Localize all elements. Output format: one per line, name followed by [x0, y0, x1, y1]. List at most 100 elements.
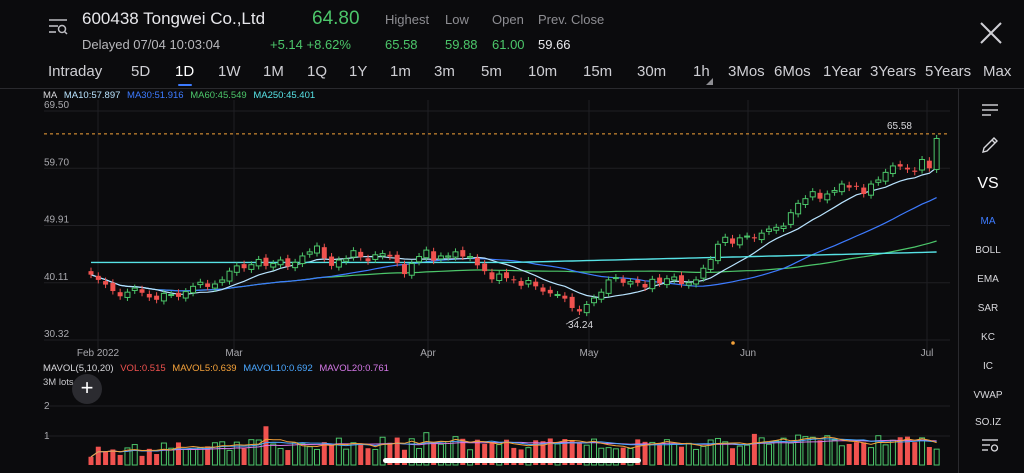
tab-1w[interactable]: 1W	[218, 63, 241, 80]
volume-bar	[408, 438, 415, 466]
tab-max[interactable]: Max	[983, 63, 1012, 80]
list-settings-icon[interactable]	[979, 99, 1001, 121]
tab-1m-month[interactable]: 1M	[263, 63, 284, 80]
candle	[693, 279, 700, 285]
expand-corner-icon[interactable]	[706, 78, 713, 85]
candle	[379, 253, 386, 257]
tab-30min[interactable]: 30m	[637, 63, 667, 80]
candle	[365, 258, 371, 262]
menu-search-icon[interactable]	[48, 16, 68, 36]
volume-bar	[904, 436, 910, 465]
tab-5min[interactable]: 5m	[481, 63, 502, 80]
x-axis-label: Apr	[420, 348, 436, 359]
mavol5-line	[90, 436, 937, 458]
volume-bar	[889, 439, 896, 466]
volume-bar	[372, 448, 379, 466]
indicator-ema[interactable]: EMA	[977, 274, 999, 285]
volume-bar	[678, 446, 684, 465]
candle	[751, 237, 757, 239]
add-indicator-button[interactable]: +	[72, 374, 102, 404]
open-label: Open	[492, 12, 524, 27]
volume-bar	[103, 451, 109, 465]
candle	[620, 278, 626, 283]
indicator-settings-icon[interactable]	[979, 434, 1001, 456]
volume-bar	[467, 449, 474, 466]
candle	[868, 183, 875, 196]
tab-3mos[interactable]: 3Mos	[728, 63, 765, 80]
candle	[103, 281, 109, 285]
tab-1min[interactable]: 1m	[390, 63, 411, 80]
tab-5d[interactable]: 5D	[131, 63, 151, 80]
candle	[175, 292, 181, 297]
tab-1y[interactable]: 1Y	[349, 63, 368, 80]
pencil-icon[interactable]	[979, 134, 1001, 156]
candle	[627, 281, 634, 285]
low-label: Low	[445, 12, 469, 27]
candle	[598, 291, 605, 300]
indicator-kc[interactable]: KC	[981, 332, 995, 343]
price-chart[interactable]: 69.50 59.70 49.91 40.11 30.32 Feb 2022 Mar Apr…	[0, 100, 958, 473]
volume-bar	[700, 445, 707, 466]
candle	[919, 159, 926, 171]
volume-bar	[255, 439, 262, 466]
vol-value: VOL:0.515	[120, 363, 166, 374]
candle	[875, 179, 882, 183]
candle	[773, 226, 780, 231]
candle	[387, 254, 393, 257]
tab-3years[interactable]: 3Years	[870, 63, 917, 80]
y-axis-label: 49.91	[44, 215, 69, 226]
close-icon[interactable]	[978, 20, 1004, 46]
volume-bar	[780, 437, 787, 466]
volume-bar	[671, 443, 678, 466]
volume-bar	[795, 434, 802, 466]
compare-vs-button[interactable]: VS	[977, 175, 999, 192]
indicator-boll[interactable]: BOLL	[975, 245, 1001, 256]
volume-bar	[365, 448, 371, 465]
candle	[124, 291, 131, 298]
tab-1h[interactable]: 1h	[693, 63, 710, 80]
divider	[0, 88, 1024, 89]
candle	[504, 272, 510, 279]
volume-bar	[787, 442, 794, 466]
tab-intraday[interactable]: Intraday	[48, 63, 103, 80]
ma250-value: MA250:45.401	[253, 90, 316, 101]
tab-1d[interactable]: 1D	[175, 63, 195, 80]
volume-bar	[329, 445, 335, 465]
candle	[219, 279, 226, 283]
highest-value: 65.58	[385, 37, 418, 52]
candle	[154, 295, 160, 300]
tab-1year[interactable]: 1Year	[823, 63, 862, 80]
candle	[912, 170, 918, 172]
tab-3min[interactable]: 3m	[434, 63, 455, 80]
volume-bar	[182, 448, 189, 466]
candle	[474, 257, 480, 266]
indicator-ic[interactable]: IC	[983, 361, 993, 372]
volume-bar	[897, 437, 903, 465]
ma10-value: MA10:57.897	[63, 90, 121, 101]
tab-6mos[interactable]: 6Mos	[774, 63, 811, 80]
tab-5years[interactable]: 5Years	[925, 63, 972, 80]
home-indicator[interactable]	[383, 458, 641, 463]
volume-bar	[197, 447, 204, 466]
indicator-ma[interactable]: MA	[980, 216, 996, 227]
candle	[663, 278, 670, 286]
tab-15min[interactable]: 15m	[583, 63, 613, 80]
candle	[824, 193, 831, 201]
tab-10min[interactable]: 10m	[528, 63, 558, 80]
candle	[671, 276, 678, 281]
volume-bar	[933, 448, 940, 466]
indicator-sar[interactable]: SAR	[977, 303, 999, 314]
candle	[533, 281, 539, 287]
candle	[861, 187, 867, 194]
candle	[511, 279, 517, 281]
tab-1q[interactable]: 1Q	[307, 63, 328, 80]
volume-bar	[736, 445, 743, 466]
candle	[605, 279, 612, 294]
candle	[562, 295, 568, 299]
low-marker-label: 34.24	[568, 320, 593, 331]
candle	[714, 243, 721, 262]
candle	[168, 294, 175, 297]
indicator-soiz[interactable]: SO.IZ	[974, 417, 1002, 426]
indicator-vwap[interactable]: VWAP	[973, 390, 1003, 401]
candle	[372, 254, 379, 260]
